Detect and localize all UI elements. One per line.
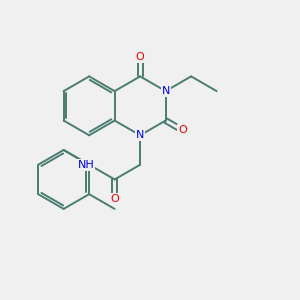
Text: O: O	[178, 125, 187, 135]
Text: O: O	[136, 52, 145, 62]
Text: NH: NH	[78, 160, 94, 170]
Text: N: N	[161, 86, 170, 96]
Text: O: O	[110, 194, 119, 204]
Text: N: N	[136, 130, 144, 140]
